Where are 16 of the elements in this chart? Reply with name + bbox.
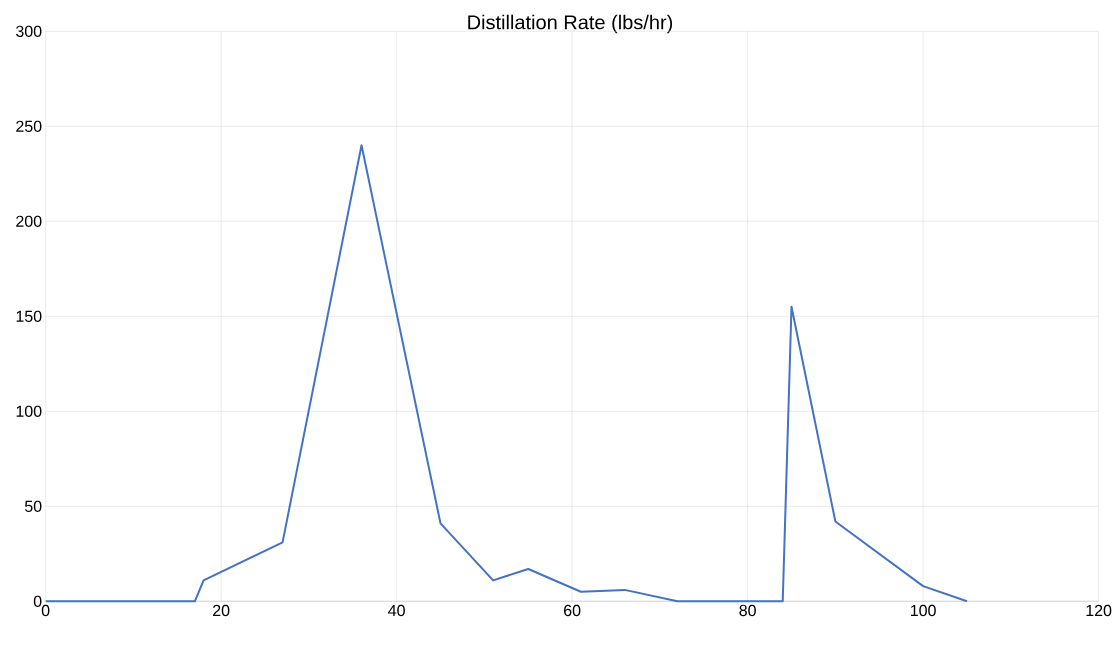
x-tick-label: 100	[910, 604, 936, 617]
chart-title: Distillation Rate (lbs/hr)	[468, 14, 673, 34]
y-tick-label: 100	[16, 405, 42, 417]
x-tick-label: 60	[564, 604, 581, 617]
y-tick-label: 200	[16, 215, 42, 227]
y-tick-label: 300	[16, 25, 42, 37]
x-tick-label: 40	[388, 604, 405, 617]
y-tick-label: 0	[33, 595, 42, 607]
x-tick-label: 120	[1086, 604, 1112, 617]
y-tick-label: 250	[16, 120, 42, 132]
y-tick-label: 50	[24, 500, 42, 512]
x-tick-label: 80	[739, 604, 756, 617]
line-series	[44, 144, 968, 603]
x-tick-label: 0	[41, 604, 50, 617]
x-tick-label: 20	[213, 604, 230, 617]
y-tick-label: 150	[16, 310, 42, 322]
